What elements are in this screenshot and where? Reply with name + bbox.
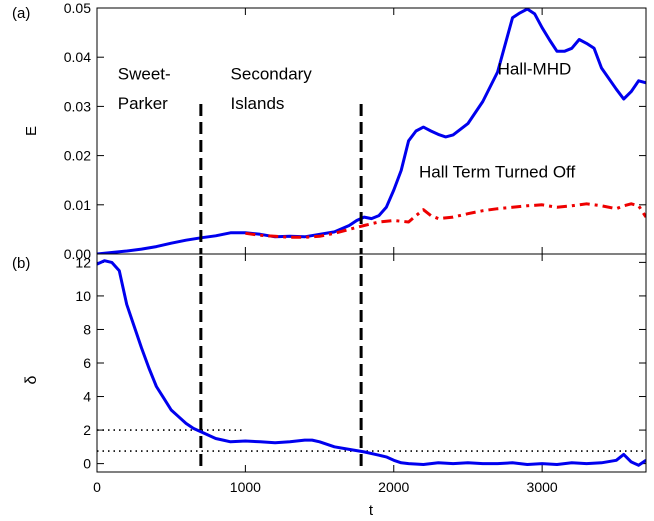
panel-b-frame (96, 253, 647, 473)
panel-b-xtick-label: 1000 (230, 479, 261, 495)
panel-a-ytick-label: 0.00 (64, 246, 91, 262)
panel-a-ytick-label: 0.01 (64, 197, 91, 213)
panel-a-annotation: Parker (118, 94, 168, 113)
panel-b-xtick-label: 3000 (527, 479, 558, 495)
panel-a-annotation: Sweet- (118, 64, 171, 83)
panel-b-plot-area: 0 2 4 6 8 10 12 0 1000 2000 3000 (75, 254, 646, 495)
panel-b-ytick-label: 6 (83, 355, 91, 371)
panel-b-x-axis-label: t (369, 502, 374, 519)
panel-a-annotation: Hall-MHD (498, 59, 572, 78)
panel-b: (b) δ 0 2 4 6 8 10 12 0 1000 2000 3000 t (12, 253, 647, 519)
panel-a-ytick-label: 0.04 (64, 49, 91, 65)
panel-b-y-axis-label: δ (23, 375, 40, 384)
panel-a-series-line (245, 202, 646, 239)
panel-a-annotation: Islands (231, 94, 285, 113)
panel-a-ytick-label: 0.02 (64, 148, 91, 164)
panel-b-label: (b) (12, 255, 30, 272)
panel-a-ytick-label: 0.03 (64, 98, 91, 114)
panel-a-plot-area: 0.00 0.01 0.02 0.03 0.04 0.05 Sweet- Parker Seco… (64, 0, 646, 262)
panel-a-annotation: Hall Term Turned Off (419, 163, 575, 182)
panel-b-ytick-label: 8 (83, 321, 91, 337)
panel-a-ytick-label: 0.05 (64, 0, 91, 16)
panel-b-xtick-label: 2000 (378, 479, 409, 495)
panel-b-xtick-label: 0 (93, 479, 101, 495)
panel-a-annotation: Secondary (231, 64, 313, 83)
panel-b-ytick-label: 0 (83, 456, 91, 472)
panel-a-series-line (97, 8, 646, 254)
panel-b-ytick-label: 12 (75, 254, 91, 270)
panel-b-ytick-label: 2 (83, 422, 91, 438)
panel-b-ytick-label: 4 (83, 389, 91, 405)
panel-a-y-axis-label: E (23, 126, 40, 136)
panel-a: (a) E 0.00 0.01 0.02 0.03 0.04 0.05 Sweet- Park… (12, 0, 647, 262)
panel-a-label: (a) (12, 5, 30, 22)
panel-b-series-line (97, 259, 646, 467)
panel-b-ytick-label: 10 (75, 288, 91, 304)
